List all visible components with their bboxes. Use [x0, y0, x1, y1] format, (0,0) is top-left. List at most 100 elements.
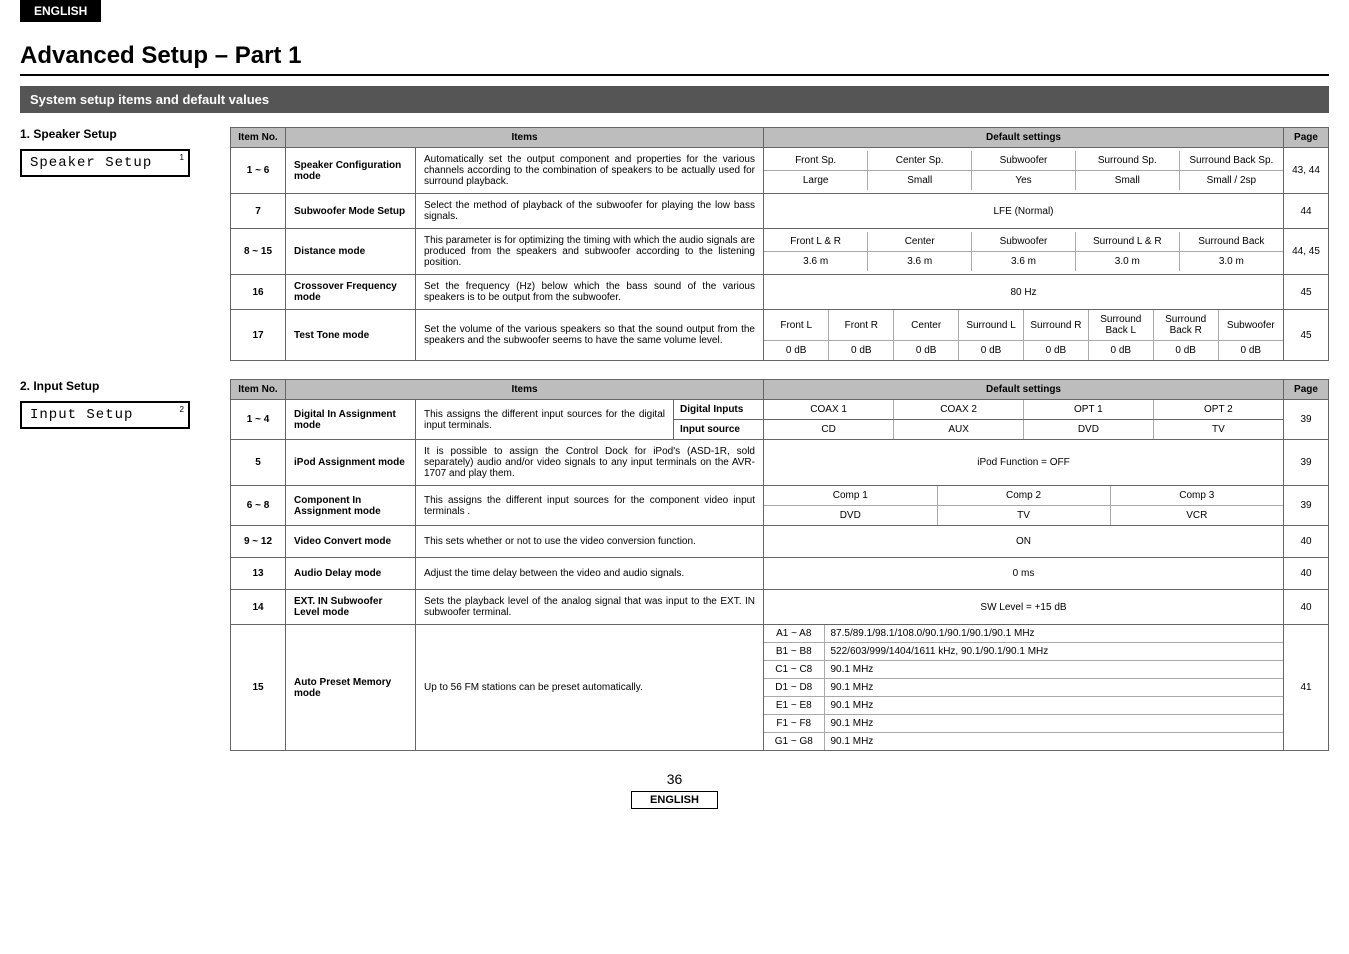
kv-key: E1 ~ E8 — [764, 697, 824, 715]
item-no: 8 ~ 15 — [231, 229, 286, 275]
page-ref: 44, 45 — [1284, 229, 1329, 275]
item-no: 5 — [231, 440, 286, 486]
default-header: COAX 2 — [894, 400, 1024, 419]
default-value: DVD — [1024, 420, 1154, 439]
page-number: 36 — [20, 771, 1329, 787]
default-value: 0 dB — [1153, 341, 1218, 361]
default-header: Front R — [829, 310, 894, 341]
defaults-grid: Front Sp. Center Sp. Subwoofer Surround … — [764, 151, 1283, 190]
default-value: 3.0 m — [1179, 252, 1283, 272]
default-header: Subwoofer — [972, 151, 1076, 171]
title-rule — [20, 74, 1329, 76]
default-header: Surround Back L — [1088, 310, 1153, 341]
kv-val: 522/603/999/1404/1611 kHz, 90.1/90.1/90.… — [824, 643, 1283, 661]
col-items: Items — [286, 128, 764, 148]
page-ref: 39 — [1284, 440, 1329, 486]
sub-label: Digital Inputs — [673, 400, 763, 420]
default-header: Surround Back Sp. — [1179, 151, 1283, 171]
default-value: Small — [868, 171, 972, 191]
table-row: 14 EXT. IN Subwoofer Level mode Sets the… — [231, 590, 1329, 625]
default-value: 0 dB — [1218, 341, 1283, 361]
default-header: OPT 1 — [1024, 400, 1154, 419]
table-row: 7 Subwoofer Mode Setup Select the method… — [231, 194, 1329, 229]
defaults-kv: A1 ~ A887.5/89.1/98.1/108.0/90.1/90.1/90… — [764, 625, 1283, 750]
item-no: 1 ~ 6 — [231, 148, 286, 194]
item-no: 17 — [231, 310, 286, 361]
page-ref: 44 — [1284, 194, 1329, 229]
defaults-grid: Front L & R Center Subwoofer Surround L … — [764, 232, 1283, 271]
item-name: Video Convert mode — [286, 526, 416, 558]
default-header: COAX 1 — [764, 400, 894, 419]
kv-key: D1 ~ D8 — [764, 679, 824, 697]
footer-language: ENGLISH — [631, 791, 718, 809]
input-setup-table: Item No. Items Default settings Page 1 ~… — [230, 379, 1329, 751]
kv-val: 90.1 MHz — [824, 733, 1283, 751]
page-ref: 39 — [1284, 400, 1329, 440]
default-header: OPT 2 — [1153, 400, 1283, 419]
item-name: Distance mode — [286, 229, 416, 275]
item-no: 9 ~ 12 — [231, 526, 286, 558]
item-no: 7 — [231, 194, 286, 229]
item-desc: This parameter is for optimizing the tim… — [416, 229, 764, 275]
defaults-grid: CD AUX DVD TV — [764, 420, 1283, 439]
page-ref: 45 — [1284, 275, 1329, 310]
col-defaults: Default settings — [764, 128, 1284, 148]
default-value: 3.6 m — [868, 252, 972, 272]
table-row: 16 Crossover Frequency mode Set the freq… — [231, 275, 1329, 310]
item-desc: Set the volume of the various speakers s… — [416, 310, 764, 361]
item-no: 16 — [231, 275, 286, 310]
default-value: TV — [937, 506, 1110, 526]
input-setup-heading: 2. Input Setup — [20, 379, 230, 393]
speaker-setup-lcd-badge: 1 — [180, 153, 184, 162]
kv-val: 90.1 MHz — [824, 679, 1283, 697]
item-no: 14 — [231, 590, 286, 625]
table-row: 1 ~ 4 Digital In Assignment mode This as… — [231, 400, 1329, 420]
default-value: Small — [1075, 171, 1179, 191]
item-name: Audio Delay mode — [286, 558, 416, 590]
col-page: Page — [1284, 128, 1329, 148]
default-value: Yes — [972, 171, 1076, 191]
table-row: 17 Test Tone mode Set the volume of the … — [231, 310, 1329, 361]
default-header: Surround Sp. — [1075, 151, 1179, 171]
default-value: 0 ms — [764, 558, 1284, 590]
default-value: iPod Function = OFF — [764, 440, 1284, 486]
item-name: iPod Assignment mode — [286, 440, 416, 486]
default-header: Comp 3 — [1110, 486, 1283, 506]
default-value: 3.0 m — [1075, 252, 1179, 272]
table-row: 8 ~ 15 Distance mode This parameter is f… — [231, 229, 1329, 275]
item-name: Test Tone mode — [286, 310, 416, 361]
kv-key: F1 ~ F8 — [764, 715, 824, 733]
defaults-grid: Front L Front R Center Surround L Surrou… — [764, 310, 1283, 360]
defaults-grid: COAX 1 COAX 2 OPT 1 OPT 2 — [764, 400, 1283, 419]
item-desc: Automatically set the output component a… — [416, 148, 764, 194]
default-value: 0 dB — [894, 341, 959, 361]
col-item-no: Item No. — [231, 380, 286, 400]
default-header: Comp 1 — [764, 486, 937, 506]
page-footer: 36 ENGLISH — [20, 771, 1329, 809]
table-row: 1 ~ 6 Speaker Configuration mode Automat… — [231, 148, 1329, 194]
item-name: Digital In Assignment mode — [286, 400, 416, 440]
table-row: 15 Auto Preset Memory mode Up to 56 FM s… — [231, 625, 1329, 751]
item-desc: It is possible to assign the Control Doc… — [416, 440, 764, 486]
col-defaults: Default settings — [764, 380, 1284, 400]
kv-val: 90.1 MHz — [824, 697, 1283, 715]
default-value: ON — [764, 526, 1284, 558]
page-ref: 45 — [1284, 310, 1329, 361]
language-tab: ENGLISH — [20, 0, 101, 22]
section-bar: System setup items and default values — [20, 86, 1329, 113]
default-value: Large — [764, 171, 868, 191]
item-name: Crossover Frequency mode — [286, 275, 416, 310]
item-desc: Select the method of playback of the sub… — [416, 194, 764, 229]
default-value: 0 dB — [829, 341, 894, 361]
item-no: 6 ~ 8 — [231, 486, 286, 526]
table-row: 5 iPod Assignment mode It is possible to… — [231, 440, 1329, 486]
default-header: Surround Back R — [1153, 310, 1218, 341]
kv-key: C1 ~ C8 — [764, 661, 824, 679]
table-row: 13 Audio Delay mode Adjust the time dela… — [231, 558, 1329, 590]
default-value: CD — [764, 420, 894, 439]
default-value: AUX — [894, 420, 1024, 439]
item-no: 15 — [231, 625, 286, 751]
item-desc: Up to 56 FM stations can be preset autom… — [416, 625, 764, 751]
default-value: LFE (Normal) — [764, 194, 1284, 229]
item-desc: Sets the playback level of the analog si… — [416, 590, 764, 625]
